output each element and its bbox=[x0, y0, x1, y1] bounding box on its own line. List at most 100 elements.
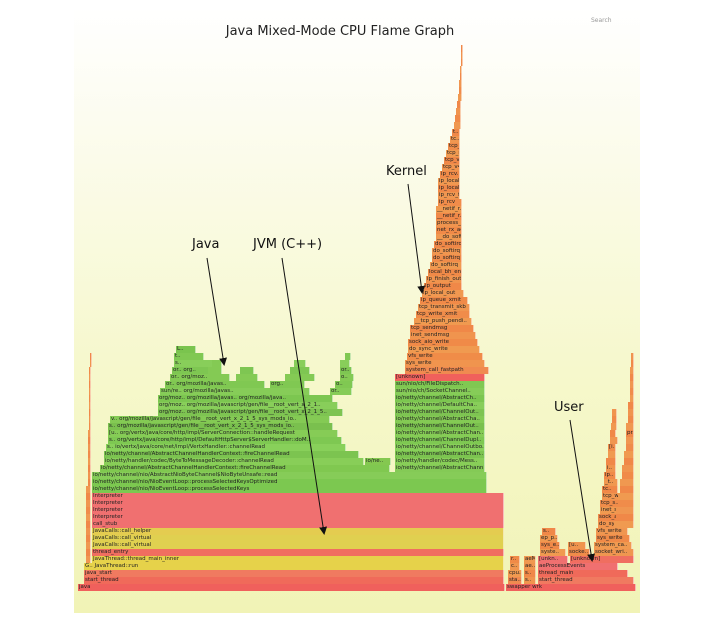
flame-frame[interactable] bbox=[86, 493, 91, 500]
flame-frame[interactable] bbox=[208, 367, 222, 374]
flame-frame[interactable]: s.. bbox=[524, 577, 536, 584]
flame-frame[interactable] bbox=[89, 381, 91, 388]
flame-frame[interactable] bbox=[345, 353, 351, 360]
flame-frame[interactable]: tcp_v4_.. bbox=[444, 157, 460, 164]
flame-frame[interactable]: JavaCalls::call_virtual bbox=[92, 542, 504, 549]
flame-frame[interactable] bbox=[616, 514, 634, 521]
flame-frame[interactable]: s.. org/vertx/java/core/http/impl/Defaul… bbox=[108, 437, 342, 444]
flame-frame[interactable] bbox=[88, 430, 91, 437]
flame-frame[interactable]: system_ca.. bbox=[594, 542, 632, 549]
flame-frame[interactable]: swapper wrk bbox=[506, 584, 636, 591]
flame-frame[interactable]: pr.. bbox=[626, 430, 634, 437]
flame-frame[interactable] bbox=[88, 451, 91, 458]
flame-frame[interactable] bbox=[612, 416, 617, 423]
flame-frame[interactable]: v.. org/mozilla/javascript/gen/file__roo… bbox=[110, 416, 330, 423]
flame-frame[interactable] bbox=[608, 451, 616, 458]
search-button[interactable]: Search bbox=[591, 17, 612, 24]
flame-frame[interactable]: call_stub bbox=[92, 521, 504, 528]
flame-frame[interactable]: Interpreter bbox=[92, 507, 504, 514]
flame-frame[interactable] bbox=[86, 507, 91, 514]
flame-frame[interactable] bbox=[622, 465, 634, 472]
flame-frame[interactable] bbox=[290, 367, 310, 374]
flame-frame[interactable] bbox=[618, 493, 634, 500]
flame-frame[interactable]: start_thread bbox=[538, 577, 634, 584]
flame-frame[interactable] bbox=[459, 87, 462, 94]
flame-frame[interactable]: tcp_write_xmit bbox=[416, 311, 470, 318]
flame-frame[interactable] bbox=[626, 444, 634, 451]
flame-frame[interactable] bbox=[611, 423, 617, 430]
flame-frame[interactable]: thread_entry bbox=[92, 549, 504, 556]
flame-frame[interactable] bbox=[86, 486, 91, 493]
flame-frame[interactable]: io/netty/channel/nio/NioEventLoop::proce… bbox=[92, 479, 487, 486]
flame-frame[interactable] bbox=[285, 374, 315, 381]
flame-frame[interactable]: _t.. bbox=[604, 479, 618, 486]
flame-frame[interactable] bbox=[86, 542, 91, 549]
flame-frame[interactable]: ep_p.. bbox=[540, 535, 558, 542]
flame-frame[interactable]: s.. org/mozilla/javascript/gen/file__roo… bbox=[108, 423, 333, 430]
flame-frame[interactable]: io/netty/channel/AbstractChan.. bbox=[395, 451, 485, 458]
flame-frame[interactable]: io/netty/channel/AbstractChannelHandlerC… bbox=[104, 451, 359, 458]
flame-frame[interactable] bbox=[88, 444, 91, 451]
flame-frame[interactable]: tcp_v4_rcv bbox=[442, 164, 460, 171]
flame-frame[interactable]: do_softirq bbox=[432, 248, 462, 255]
flame-frame[interactable]: tcp_sendmsg bbox=[410, 325, 474, 332]
flame-frame[interactable] bbox=[614, 521, 634, 528]
flame-frame[interactable]: sun/nio/ch/SocketChannel.. bbox=[395, 388, 485, 395]
flame-frame[interactable]: s.. bbox=[542, 528, 556, 535]
flame-frame[interactable]: [unkn.. bbox=[538, 556, 568, 563]
flame-frame[interactable]: tc.. bbox=[602, 486, 618, 493]
flame-frame[interactable]: tcp_rcv.. bbox=[446, 150, 460, 157]
flame-frame[interactable]: s.. io/vertx/java/core/net/impl/VertxHan… bbox=[106, 444, 346, 451]
flame-frame[interactable]: vfs_write bbox=[407, 353, 483, 360]
flame-frame[interactable]: io/netty/channel/AbstractCh.. bbox=[395, 395, 485, 402]
flame-frame[interactable]: o.. bbox=[340, 374, 354, 381]
flame-frame[interactable] bbox=[630, 367, 634, 374]
flame-frame[interactable]: io/netty/channel/ChannelOut.. bbox=[395, 423, 485, 430]
flame-frame[interactable] bbox=[88, 479, 91, 486]
flame-frame[interactable] bbox=[86, 500, 91, 507]
flame-frame[interactable] bbox=[626, 423, 634, 430]
flame-frame[interactable]: inet_sendmsg bbox=[410, 332, 476, 339]
flame-frame[interactable] bbox=[454, 122, 461, 129]
flame-frame[interactable]: __tcp_push_pendi.. bbox=[414, 318, 472, 325]
flame-frame[interactable]: L.. bbox=[176, 346, 196, 353]
flame-frame[interactable]: do_softirq bbox=[432, 255, 462, 262]
flame-frame[interactable]: do_sync_write bbox=[408, 346, 480, 353]
flame-frame[interactable] bbox=[86, 528, 91, 535]
flame-frame[interactable] bbox=[89, 423, 91, 430]
flame-frame[interactable]: __do_softirq bbox=[436, 234, 462, 241]
flame-frame[interactable] bbox=[460, 66, 462, 73]
flame-frame[interactable]: sun/nio/ch/FileDispatch.. bbox=[395, 381, 485, 388]
flame-frame[interactable] bbox=[630, 395, 634, 402]
flame-frame[interactable] bbox=[88, 458, 91, 465]
flame-frame[interactable] bbox=[86, 514, 91, 521]
flame-frame[interactable] bbox=[628, 416, 634, 423]
flame-frame[interactable]: ip_local_.. bbox=[438, 178, 460, 185]
flame-frame[interactable] bbox=[236, 374, 258, 381]
flame-frame[interactable]: io/netty/channel/AbstractChannelHandlerC… bbox=[100, 465, 390, 472]
flame-frame[interactable] bbox=[457, 101, 461, 108]
flame-frame[interactable]: org/moz.. org/mozilla/javas.. org/mozill… bbox=[158, 395, 333, 402]
flame-frame[interactable] bbox=[240, 367, 254, 374]
flame-frame[interactable] bbox=[630, 388, 634, 395]
flame-frame[interactable] bbox=[456, 108, 461, 115]
flame-frame[interactable] bbox=[624, 458, 634, 465]
flame-frame[interactable] bbox=[630, 381, 634, 388]
flame-frame[interactable]: io/netty/handler/codec/Mess.. bbox=[395, 458, 485, 465]
flame-frame[interactable] bbox=[459, 80, 462, 87]
flame-frame[interactable]: or.. bbox=[330, 388, 352, 395]
flame-frame[interactable]: start_thread bbox=[84, 577, 504, 584]
flame-frame[interactable]: ip_rcv_fi.. bbox=[438, 192, 460, 199]
flame-frame[interactable] bbox=[89, 402, 91, 409]
flame-frame[interactable] bbox=[616, 507, 634, 514]
flame-frame[interactable]: Interpreter bbox=[92, 500, 504, 507]
flame-frame[interactable]: do_softirq bbox=[430, 262, 462, 269]
flame-frame[interactable] bbox=[628, 409, 634, 416]
flame-frame[interactable]: t.. bbox=[174, 353, 204, 360]
flame-frame[interactable]: tc.. bbox=[450, 136, 460, 143]
flame-frame[interactable] bbox=[88, 437, 91, 444]
flame-frame[interactable]: ip_output bbox=[424, 283, 462, 290]
flame-frame[interactable]: local_bh_en.. bbox=[428, 269, 462, 276]
flame-frame[interactable]: sys_write bbox=[405, 360, 485, 367]
flame-frame[interactable]: sys_e.. bbox=[540, 542, 560, 549]
